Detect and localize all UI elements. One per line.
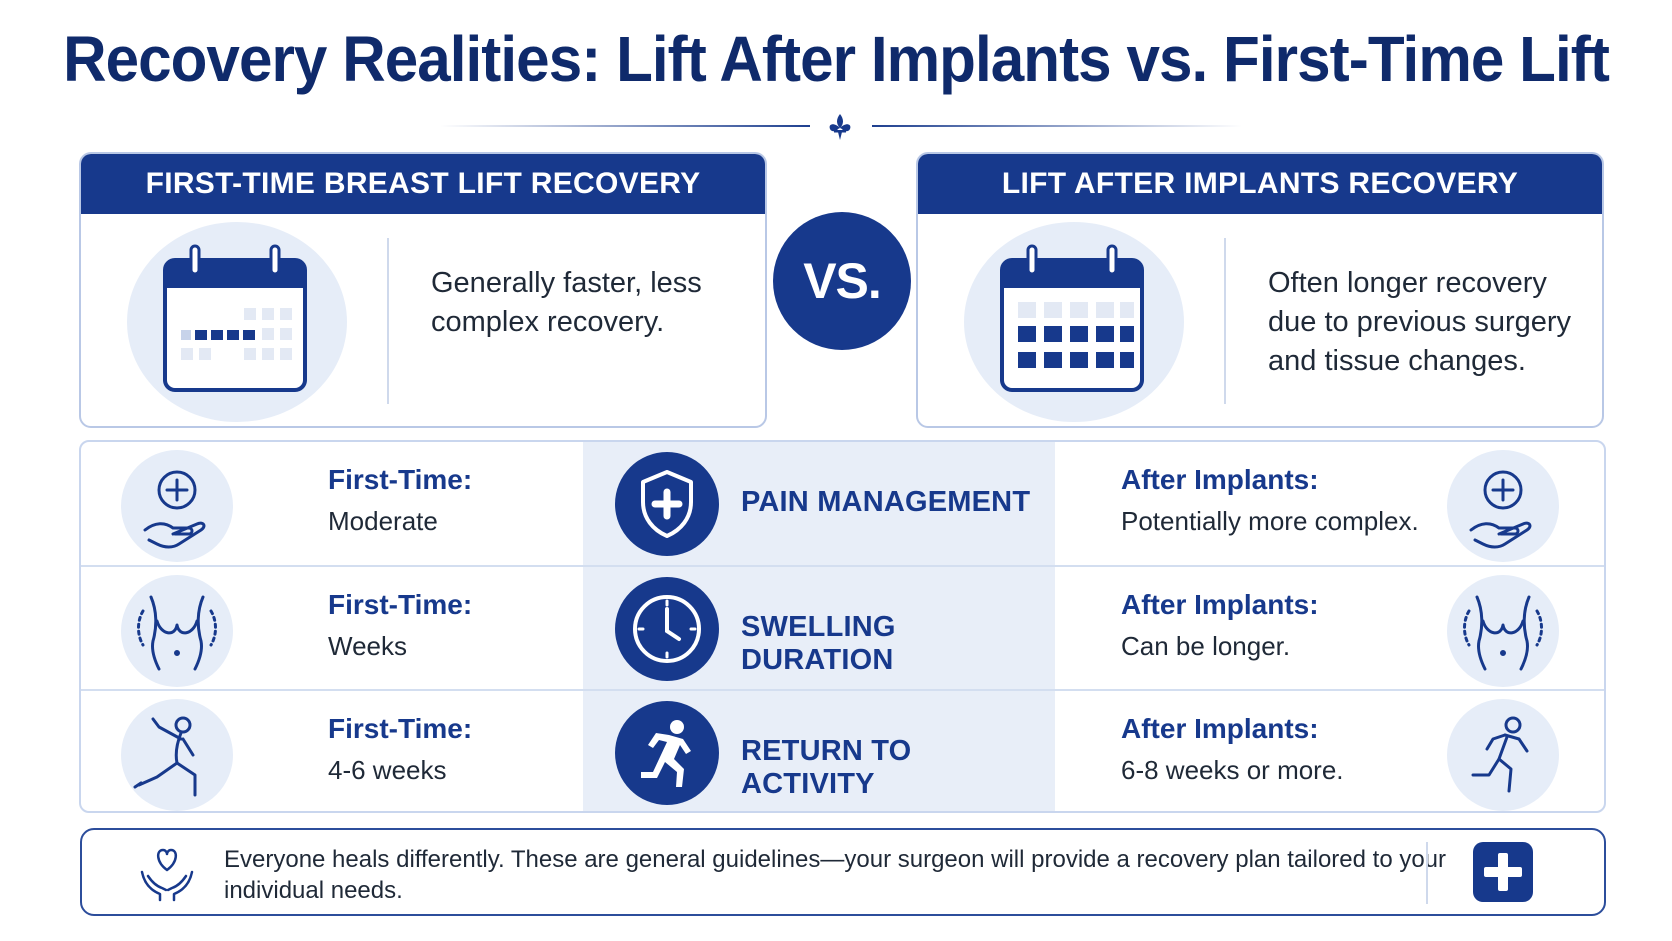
card-separator — [387, 238, 389, 404]
fleur-de-lis-icon — [829, 114, 851, 140]
card-separator — [1224, 238, 1226, 404]
first-time-label: First-Time: — [328, 713, 473, 744]
shield-plus-icon — [615, 452, 719, 556]
disclaimer-note: Everyone heals differently. These are ge… — [80, 828, 1606, 916]
after-implants-value: 6-8 weeks or more. — [1121, 755, 1344, 785]
note-separator — [1426, 842, 1428, 904]
page-title: Recovery Realities: Lift After Implants … — [63, 23, 1610, 95]
calendar-icon — [964, 222, 1184, 422]
clock-icon — [615, 577, 719, 681]
torso-icon — [121, 575, 233, 687]
hand-cross-icon — [1447, 450, 1559, 562]
disclaimer-text: Everyone heals differently. These are ge… — [224, 846, 1447, 904]
runner-icon — [1447, 699, 1559, 811]
after-implants-label: After Implants: — [1121, 713, 1319, 744]
table-row: First-Time: 4-6 weeks RETURN TO ACTIVITY… — [81, 689, 1604, 811]
first-time-value: 4-6 weeks — [328, 755, 447, 785]
first-time-recovery-card: FIRST-TIME BREAST LIFT RECOVERY — [79, 152, 767, 428]
after-implants-value: Can be longer. — [1121, 631, 1291, 661]
table-row: First-Time: Moderate PAIN MANAGEMENT Aft… — [81, 442, 1604, 565]
runner-icon — [615, 701, 719, 805]
exercise-icon — [121, 699, 233, 811]
title-divider — [0, 112, 1672, 142]
after-implants-card-heading: LIFT AFTER IMPLANTS RECOVERY — [918, 154, 1602, 214]
category-label: PAIN MANAGEMENT — [741, 486, 1031, 518]
category-label: SWELLING DURATION — [741, 611, 896, 676]
first-time-value: Weeks — [328, 631, 407, 661]
calendar-icon — [127, 222, 347, 422]
comparison-table: First-Time: Moderate PAIN MANAGEMENT Aft… — [79, 440, 1606, 813]
after-implants-card-description: Often longer recovery due to previous su… — [1268, 267, 1572, 377]
hand-cross-icon — [121, 450, 233, 562]
medical-cross-icon — [1473, 842, 1533, 902]
vs-badge: VS. — [773, 212, 911, 350]
after-implants-value: Potentially more complex. — [1121, 506, 1419, 536]
heart-hands-icon — [140, 848, 194, 902]
first-time-label: First-Time: — [328, 464, 473, 495]
first-time-label: First-Time: — [328, 589, 473, 620]
first-time-value: Moderate — [328, 506, 438, 536]
after-implants-label: After Implants: — [1121, 589, 1319, 620]
category-label: RETURN TO ACTIVITY — [741, 735, 912, 800]
first-time-card-heading: FIRST-TIME BREAST LIFT RECOVERY — [81, 154, 765, 214]
after-implants-label: After Implants: — [1121, 464, 1319, 495]
after-implants-recovery-card: LIFT AFTER IMPLANTS RECOVERY — [916, 152, 1604, 428]
table-row: First-Time: Weeks SWELLING DURATION Afte… — [81, 565, 1604, 688]
first-time-card-description: Generally faster, less complex recovery. — [431, 267, 702, 338]
torso-icon — [1447, 575, 1559, 687]
